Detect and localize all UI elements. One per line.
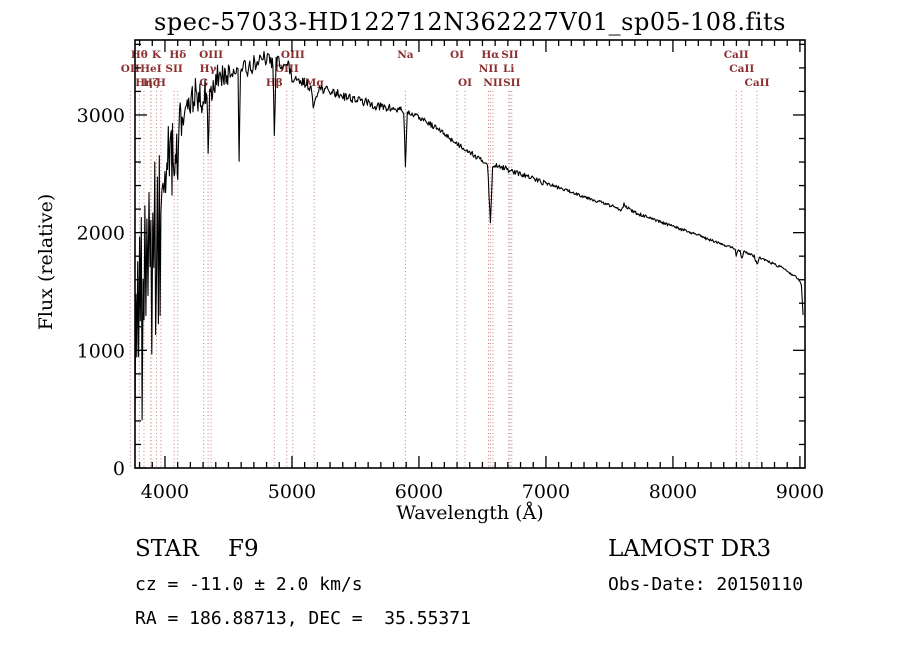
spectral-line-label: H: [156, 77, 166, 89]
spectral-line-label: SII: [165, 63, 182, 75]
survey-name-text: LAMOST DR3: [608, 536, 772, 562]
spectral-line-label: Hζ: [143, 77, 159, 89]
x-tick-label: 4000: [141, 481, 189, 503]
spectral-line-label: Hγ: [200, 63, 217, 75]
spectral-line-label: Li: [503, 63, 514, 75]
x-tick-label: 9000: [776, 481, 824, 503]
x-tick-label: 6000: [395, 481, 443, 503]
spectral-line-label: Hθ: [131, 49, 148, 61]
x-tick-label: 8000: [649, 481, 697, 503]
spectral-line-label: OIII: [275, 63, 299, 75]
spectral-line-label: SII: [503, 77, 520, 89]
x-tick-label: 7000: [522, 481, 570, 503]
spectral-line-label: NII: [479, 63, 499, 75]
spectral-line-label: Hβ: [266, 77, 283, 89]
radial-velocity-text: cz = -11.0 ± 2.0 km/s: [135, 574, 363, 595]
spectral-line-label: OI: [458, 77, 472, 89]
spectral-line-label: Hη: [135, 77, 153, 89]
spectral-line-label: SII: [501, 49, 518, 61]
x-tick-label: 5000: [268, 481, 316, 503]
spectral-line-label: Hα: [481, 49, 499, 61]
spectral-line-label: K: [152, 49, 162, 61]
spectral-line-label: OII: [121, 63, 140, 75]
x-axis-label: Wavelength (Å): [396, 502, 544, 524]
spectral-line-label: CaII: [729, 63, 754, 75]
obs-date-text: Obs-Date: 20150110: [608, 574, 804, 595]
spectral-line-label: NII: [483, 77, 503, 89]
plot-frame: [134, 39, 806, 469]
spectral-line-label: OIII: [281, 49, 305, 61]
object-class-text: STAR F9: [135, 536, 259, 562]
ra-dec-text: RA = 186.88713, DEC = 35.55371: [135, 608, 471, 629]
spectral-line-label: Na: [397, 49, 414, 61]
spectral-line-label: OIII: [199, 49, 223, 61]
spectral-line-label: HeI: [140, 63, 162, 75]
spectral-line-label: CaII: [724, 49, 749, 61]
spectral-line-label: Hδ: [169, 49, 186, 61]
spectral-line-label: OI: [450, 49, 464, 61]
plot-title: spec-57033-HD122712N362227V01_sp05-108.f…: [154, 8, 786, 36]
y-tick-label: 3000: [77, 105, 125, 127]
y-tick-label: 1000: [77, 340, 125, 362]
spectrum-trace: [135, 50, 804, 421]
spectral-line-label: CaII: [745, 77, 770, 89]
y-tick-label: 0: [113, 458, 125, 480]
spectral-line-label: G: [199, 77, 208, 89]
y-tick-label: 2000: [77, 223, 125, 245]
